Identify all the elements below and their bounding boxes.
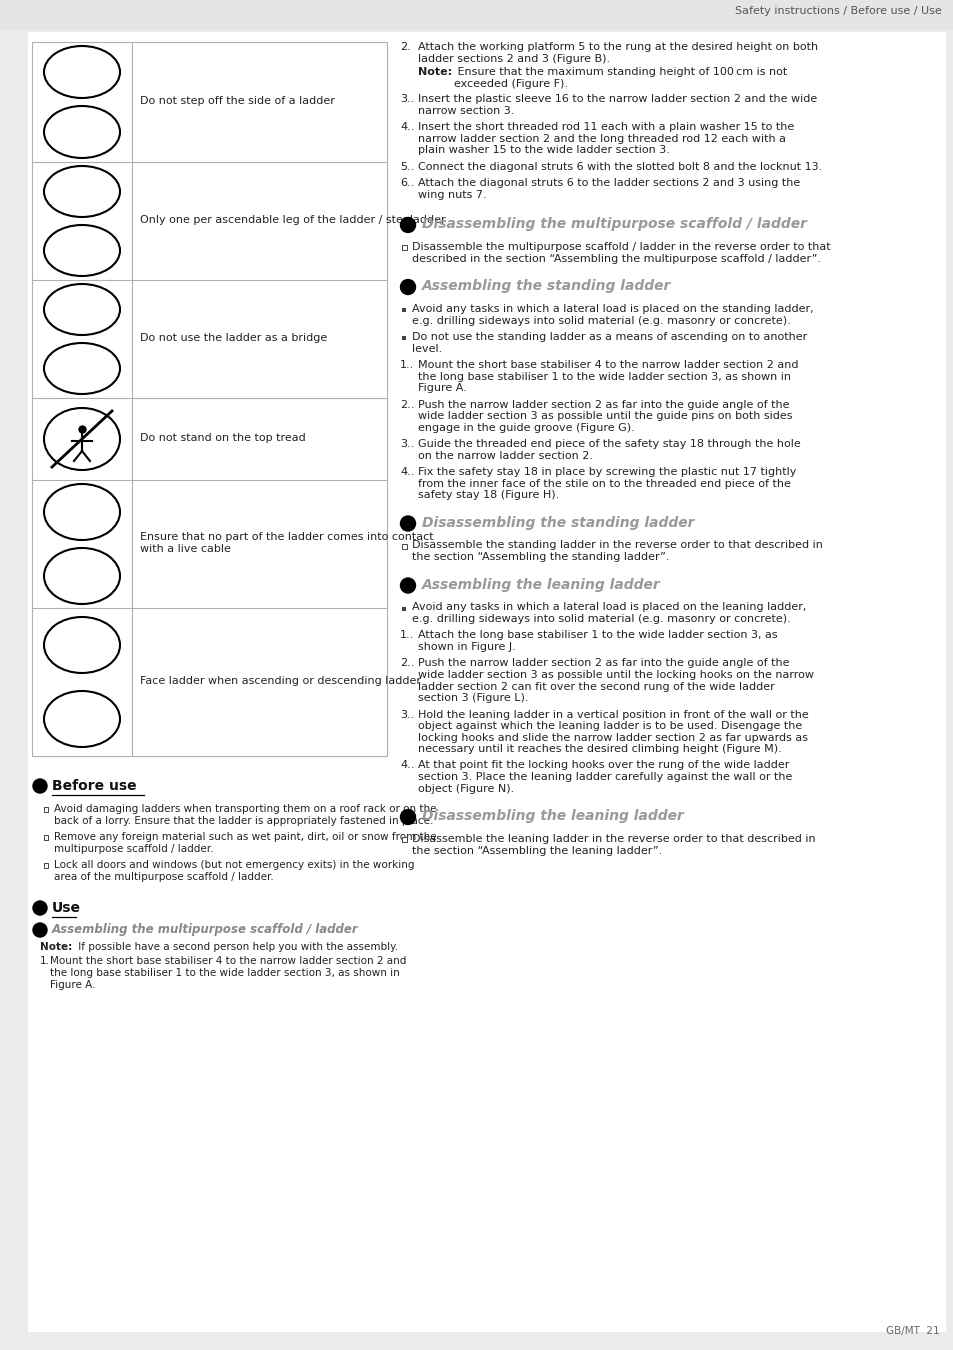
Text: 4..: 4.. [399, 467, 414, 477]
Bar [0, 0, 953, 30]
Bar [44, 807, 49, 811]
Text: Safety instructions / Before use / Use: Safety instructions / Before use / Use [735, 5, 941, 16]
Text: At that point fit the locking hooks over the rung of the wide ladder
section 3. : At that point fit the locking hooks over… [417, 760, 792, 794]
Text: 5..: 5.. [399, 162, 414, 171]
Text: Attach the long base stabiliser 1 to the wide ladder section 3, as
shown in Figu: Attach the long base stabiliser 1 to the… [417, 630, 777, 652]
Text: Note:: Note: [40, 942, 72, 952]
Bar [401, 544, 407, 548]
Text: 1..: 1.. [399, 360, 414, 370]
Ellipse shape [44, 343, 120, 394]
Ellipse shape [44, 225, 120, 275]
Text: Disassembling the standing ladder: Disassembling the standing ladder [421, 516, 694, 529]
Text: Insert the plastic sleeve 16 to the narrow ladder section 2 and the wide
narrow : Insert the plastic sleeve 16 to the narr… [417, 95, 817, 116]
Text: Face ladder when ascending or descending ladder: Face ladder when ascending or descending… [140, 676, 420, 686]
Text: Use: Use [52, 900, 81, 915]
Text: Only one per ascendable leg of the ladder / stepladder: Only one per ascendable leg of the ladde… [140, 215, 445, 225]
Circle shape [33, 900, 47, 915]
Text: Mount the short base stabiliser 4 to the narrow ladder section 2 and
the long ba: Mount the short base stabiliser 4 to the… [417, 360, 798, 393]
Bar [32, 42, 387, 756]
Text: Push the narrow ladder section 2 as far into the guide angle of the
wide ladder : Push the narrow ladder section 2 as far … [417, 400, 792, 433]
Ellipse shape [44, 691, 120, 747]
Circle shape [400, 578, 416, 593]
Bar [401, 308, 406, 312]
Text: Disassembling the leaning ladder: Disassembling the leaning ladder [421, 809, 683, 824]
Text: Avoid damaging ladders when transporting them on a roof rack or on the
back of a: Avoid damaging ladders when transporting… [54, 805, 436, 826]
Text: Note:: Note: [417, 68, 452, 77]
Text: Disassemble the multipurpose scaffold / ladder in the reverse order to that
desc: Disassemble the multipurpose scaffold / … [412, 242, 830, 263]
Text: Avoid any tasks in which a lateral load is placed on the leaning ladder,
e.g. dr: Avoid any tasks in which a lateral load … [412, 602, 805, 624]
Ellipse shape [44, 284, 120, 335]
Text: If possible have a second person help you with the assembly.: If possible have a second person help yo… [75, 942, 397, 952]
Text: Do not step off the side of a ladder: Do not step off the side of a ladder [140, 96, 335, 107]
Text: 4..: 4.. [399, 122, 414, 132]
Text: Lock all doors and windows (but not emergency exits) in the working
area of the : Lock all doors and windows (but not emer… [54, 860, 414, 882]
Text: 1..: 1.. [399, 630, 414, 640]
Text: 3..: 3.. [399, 95, 414, 104]
Text: Remove any foreign material such as wet paint, dirt, oil or snow from the
multip: Remove any foreign material such as wet … [54, 832, 436, 853]
Text: Attach the diagonal struts 6 to the ladder sections 2 and 3 using the
wing nuts : Attach the diagonal struts 6 to the ladd… [417, 178, 800, 200]
Text: Disassembling the multipurpose scaffold / ladder: Disassembling the multipurpose scaffold … [421, 217, 806, 231]
Bar [44, 863, 49, 868]
Text: Ensure that the maximum standing height of 100 cm is not
exceeded (Figure F).: Ensure that the maximum standing height … [454, 68, 786, 89]
Text: Do not stand on the top tread: Do not stand on the top tread [140, 433, 305, 443]
Text: Hold the leaning ladder in a vertical position in front of the wall or the
objec: Hold the leaning ladder in a vertical po… [417, 710, 808, 755]
Text: Assembling the leaning ladder: Assembling the leaning ladder [421, 578, 660, 591]
Text: Assembling the multipurpose scaffold / ladder: Assembling the multipurpose scaffold / l… [52, 923, 358, 936]
Circle shape [33, 923, 47, 937]
Text: Do not use the standing ladder as a means of ascending on to another
level.: Do not use the standing ladder as a mean… [412, 332, 806, 354]
Text: Avoid any tasks in which a lateral load is placed on the standing ladder,
e.g. d: Avoid any tasks in which a lateral load … [412, 304, 813, 325]
Text: Ensure that no part of the ladder comes into contact
with a live cable: Ensure that no part of the ladder comes … [140, 532, 434, 553]
Text: 6..: 6.. [399, 178, 414, 188]
Text: 2..: 2.. [399, 659, 414, 668]
Text: Before use: Before use [52, 779, 136, 792]
Text: Fix the safety stay 18 in place by screwing the plastic nut 17 tightly
from the : Fix the safety stay 18 in place by screw… [417, 467, 796, 501]
Bar [401, 837, 407, 842]
Text: Do not use the ladder as a bridge: Do not use the ladder as a bridge [140, 333, 327, 343]
Text: 3..: 3.. [399, 710, 414, 720]
Circle shape [400, 279, 416, 294]
Ellipse shape [44, 107, 120, 158]
Ellipse shape [44, 548, 120, 603]
Text: GB/MT  21: GB/MT 21 [885, 1326, 939, 1336]
Text: Guide the threaded end piece of the safety stay 18 through the hole
on the narro: Guide the threaded end piece of the safe… [417, 439, 800, 460]
Bar [44, 836, 49, 840]
Text: 3..: 3.. [399, 439, 414, 450]
Ellipse shape [44, 166, 120, 217]
Text: Push the narrow ladder section 2 as far into the guide angle of the
wide ladder : Push the narrow ladder section 2 as far … [417, 659, 813, 703]
Ellipse shape [44, 617, 120, 674]
Text: Attach the working platform 5 to the rung at the desired height on both
ladder s: Attach the working platform 5 to the run… [417, 42, 818, 63]
Circle shape [400, 217, 416, 232]
Ellipse shape [44, 46, 120, 99]
Text: Assembling the standing ladder: Assembling the standing ladder [421, 279, 671, 293]
Bar [401, 244, 407, 250]
Ellipse shape [44, 408, 120, 470]
Circle shape [400, 810, 416, 825]
Text: Disassemble the leaning ladder in the reverse order to that described in
the sec: Disassemble the leaning ladder in the re… [412, 834, 815, 856]
Text: Insert the short threaded rod 11 each with a plain washer 15 to the
narrow ladde: Insert the short threaded rod 11 each wi… [417, 122, 794, 155]
Bar [401, 336, 406, 340]
Circle shape [33, 779, 47, 792]
Text: Mount the short base stabiliser 4 to the narrow ladder section 2 and
the long ba: Mount the short base stabiliser 4 to the… [50, 957, 406, 990]
Circle shape [400, 516, 416, 531]
Text: Disassemble the standing ladder in the reverse order to that described in
the se: Disassemble the standing ladder in the r… [412, 540, 822, 562]
Text: 1.: 1. [40, 957, 50, 967]
Text: 2..: 2.. [399, 400, 414, 409]
Text: 2.: 2. [399, 42, 411, 53]
Text: 4..: 4.. [399, 760, 414, 771]
Ellipse shape [44, 485, 120, 540]
Bar [401, 606, 406, 610]
Text: Connect the diagonal struts 6 with the slotted bolt 8 and the locknut 13.: Connect the diagonal struts 6 with the s… [417, 162, 821, 171]
